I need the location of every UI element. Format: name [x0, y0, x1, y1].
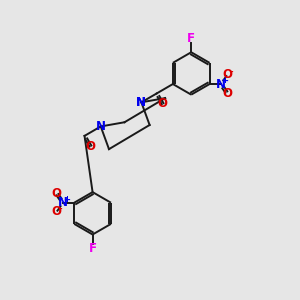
Text: -: - [59, 204, 63, 213]
Text: O: O [52, 187, 61, 200]
Text: O: O [52, 206, 61, 218]
Text: N: N [58, 196, 68, 209]
Text: O: O [85, 140, 95, 152]
Text: -: - [230, 68, 233, 76]
Text: O: O [158, 97, 168, 110]
Text: F: F [187, 32, 195, 45]
Text: O: O [222, 68, 232, 81]
Text: N: N [136, 96, 146, 109]
Text: N: N [96, 120, 106, 133]
Text: N: N [136, 96, 146, 109]
Text: O: O [222, 87, 232, 100]
Text: N: N [216, 77, 226, 91]
Text: +: + [221, 76, 228, 85]
Text: F: F [88, 242, 97, 255]
Text: +: + [63, 195, 70, 204]
